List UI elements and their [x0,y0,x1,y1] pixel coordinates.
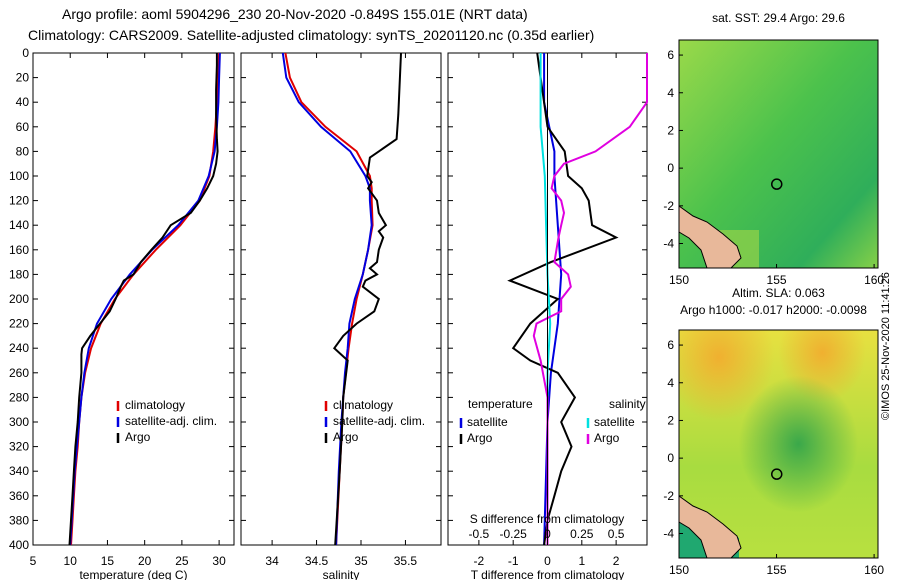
difference-s-tick-label: -0.25 [500,527,528,541]
temperature-xtick-label: 10 [64,554,78,568]
depth-tick-label: 40 [16,95,30,109]
legend-temperature-item: satellite [467,415,508,429]
depth-tick-label: 100 [9,169,29,183]
difference-xtick-label: 2 [613,554,620,568]
depth-tick-label: 260 [9,366,29,380]
salinity-frame [240,52,442,546]
legend-temperature-title: temperature [468,397,533,411]
salinity-xtick-label: 34 [265,554,279,568]
difference-xlabel-top: S difference from climatology [470,512,625,526]
difference-s-tick-label: -0.5 [469,527,490,541]
sst-map-ytick-label: 6 [667,48,674,62]
salinity-xlabel: salinity [323,568,360,580]
depth-tick-label: 340 [9,464,29,478]
temperature-series-argo [68,53,219,546]
legend-temperature-item: Argo [467,431,493,445]
argo-position-marker [770,468,783,480]
depth-tick-label: 200 [9,292,29,306]
sst-map-ytick-label: 2 [667,123,674,137]
temperature-xtick-label: 5 [30,554,37,568]
legend-salinity-item: satellite [594,415,635,429]
salinity-xtick-label: 35 [354,554,368,568]
sla-map-ytick-label: 4 [667,376,674,390]
sla-map-frame [678,329,879,559]
sst-map-title: sat. SST: 29.4 Argo: 29.6 [712,11,845,25]
argo-position-marker [770,178,783,190]
sla-map-subtitle: Argo h1000: -0.017 h2000: -0.0098 [680,303,867,317]
sla-map-ytick-label: 0 [667,451,674,465]
depth-tick-label: 320 [9,440,29,454]
sst-map-ytick-label: 0 [667,161,674,175]
difference-series-t-argo [507,52,619,546]
sla-map-ytick-label: -4 [663,527,674,541]
depth-tick-label: 120 [9,194,29,208]
salinity-xtick-label: 34.5 [305,554,329,568]
temperature-xtick-label: 15 [101,554,115,568]
sla-map-group [678,329,879,559]
title-line-2: Climatology: CARS2009. Satellite-adjuste… [28,27,595,43]
temperature-frame [32,52,235,546]
difference-s-tick-label: 0.5 [608,527,625,541]
sst-map-land [678,205,742,269]
depth-tick-label: 160 [9,243,29,257]
depth-tick-label: 280 [9,390,29,404]
depth-tick-label: 300 [9,415,29,429]
depth-tick-label: 60 [16,120,30,134]
depth-tick-label: 80 [16,144,30,158]
depth-tick-label: 140 [9,218,29,232]
depth-tick-label: 400 [9,538,29,552]
sst-map-xtick-label: 150 [669,273,689,287]
sla-map-title: Altim. SLA: 0.063 [732,286,825,300]
sst-map-xtick-label: 160 [864,273,884,287]
salinity-legend-label: climatology [333,398,393,412]
temperature-xtick-label: 20 [138,554,152,568]
depth-tick-label: 360 [9,489,29,503]
depth-tick-label: 0 [22,46,29,60]
sst-map-ytick-label: -4 [663,237,674,251]
sla-map-xtick-label: 160 [864,563,884,577]
sst-map-frame [678,39,879,269]
temperature-legend-label: climatology [125,398,185,412]
sla-map-ytick-label: 6 [667,338,674,352]
legend-salinity-title: salinity [609,397,646,411]
depth-tick-label: 380 [9,513,29,527]
temperature-xtick-label: 25 [175,554,189,568]
depth-tick-label: 240 [9,341,29,355]
temperature-legend-label: Argo [125,430,151,444]
salinity-legend-label: satellite-adj. clim. [333,414,425,428]
sst-map-ytick-label: -2 [663,199,674,213]
sst-map-xtick-label: 155 [767,273,787,287]
sla-map-ytick-label: 2 [667,413,674,427]
difference-xtick-label: 1 [578,554,585,568]
legend-salinity-item: Argo [594,431,620,445]
depth-tick-label: 20 [16,71,30,85]
difference-xtick-label: -1 [508,554,519,568]
difference-xlabel: T difference from climatology [471,568,625,580]
salinity-series-argo [332,52,402,546]
difference-xtick-label: -2 [474,554,485,568]
temperature-xtick-label: 30 [212,554,226,568]
depth-tick-label: 180 [9,267,29,281]
salinity-xtick-label: 35.5 [394,554,418,568]
difference-series-s-argo [532,53,648,545]
temperature-legend-label: satellite-adj. clim. [125,414,217,428]
depth-tick-label: 220 [9,317,29,331]
sst-map-ytick-label: 4 [667,86,674,100]
salinity-legend-label: Argo [333,430,359,444]
title-line-1: Argo profile: aoml 5904296_230 20-Nov-20… [62,6,528,22]
sla-map-land [678,495,742,559]
temperature-xlabel: temperature (deg C) [79,568,187,580]
sla-map-xtick-label: 150 [669,563,689,577]
difference-s-tick-label: 0.25 [570,527,594,541]
difference-xtick-label: 0 [544,554,551,568]
sla-map-ytick-label: -2 [663,489,674,503]
sla-map-xtick-label: 155 [767,563,787,577]
difference-s-tick-label: 0 [544,527,551,541]
sst-map-group [678,39,879,269]
